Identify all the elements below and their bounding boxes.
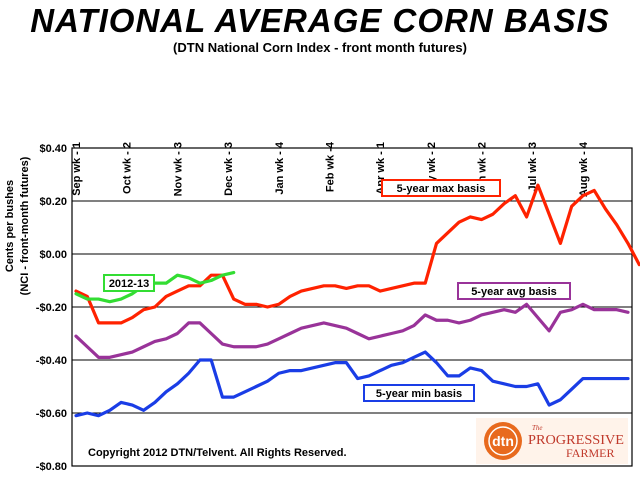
series-line-1 (74, 302, 630, 359)
series-lines (74, 183, 640, 418)
x-tick-label: Nov wk - 3 (172, 142, 184, 196)
y-tick-label: -$0.40 (36, 355, 67, 367)
series-label-box (103, 274, 155, 292)
y-tick-label: $0.00 (39, 249, 67, 261)
x-tick-label: Dec wk - 3 (223, 142, 235, 196)
series-label-box (381, 179, 501, 197)
y-axis-label-line1: Cents per bushes (4, 180, 16, 272)
x-tick-label: Aug wk - 4 (578, 141, 590, 197)
series-labels: 5-year max basis 5-year avg basis 5-year m… (103, 179, 571, 402)
series-label-text: 5-year avg basis (471, 286, 557, 298)
copyright-text: Copyright 2012 DTN/Telvent. All Rights R… (88, 447, 347, 459)
logo-farmer: FARMER (566, 446, 614, 460)
chart-title: NATIONAL AVERAGE CORN BASIS (30, 2, 610, 39)
logo-progressive: PROGRESSIVE (528, 433, 624, 448)
x-tick-label: Feb wk -4 (324, 141, 336, 192)
y-tick-labels: $0.40 $0.20 $0.00 -$0.20 -$0.40 -$0.60 -$0.80 (36, 143, 67, 473)
series-label-text: 5-year min basis (376, 388, 462, 400)
y-tick-label: $0.40 (39, 143, 67, 155)
y-axis-label-line2: (NCI - front-month futures) (19, 156, 31, 295)
series-label-box (363, 384, 475, 402)
y-tick-label: -$0.80 (36, 461, 67, 473)
series-line-2 (74, 350, 630, 418)
series-line-0 (74, 183, 640, 325)
series-label-text: 2012-13 (109, 278, 149, 290)
x-tick-label: Oct wk - 2 (122, 142, 134, 194)
y-tick-label: $0.20 (39, 196, 67, 208)
series-label-box (457, 282, 571, 300)
dtn-logo-text: dtn (492, 433, 514, 449)
plot-frame (71, 147, 633, 467)
dtn-progressive-farmer-logo: dtn The PROGRESSIVE FARMER (476, 418, 628, 464)
y-tick-label: -$0.20 (36, 302, 67, 314)
logo-the: The (532, 424, 543, 432)
x-tick-label: Sep wk - 1 (71, 142, 83, 196)
series-label-text: 5-year max basis (397, 183, 486, 195)
x-tick-label: Jul wk - 3 (527, 142, 539, 192)
y-tick-label: -$0.60 (36, 408, 67, 420)
chart-subtitle: (DTN National Corn Index - front month f… (173, 40, 467, 55)
x-tick-labels: Sep wk - 1 Oct wk - 2 Nov wk - 3 Dec wk - 3… (71, 141, 590, 197)
x-tick-label: Jan wk - 4 (274, 141, 286, 194)
